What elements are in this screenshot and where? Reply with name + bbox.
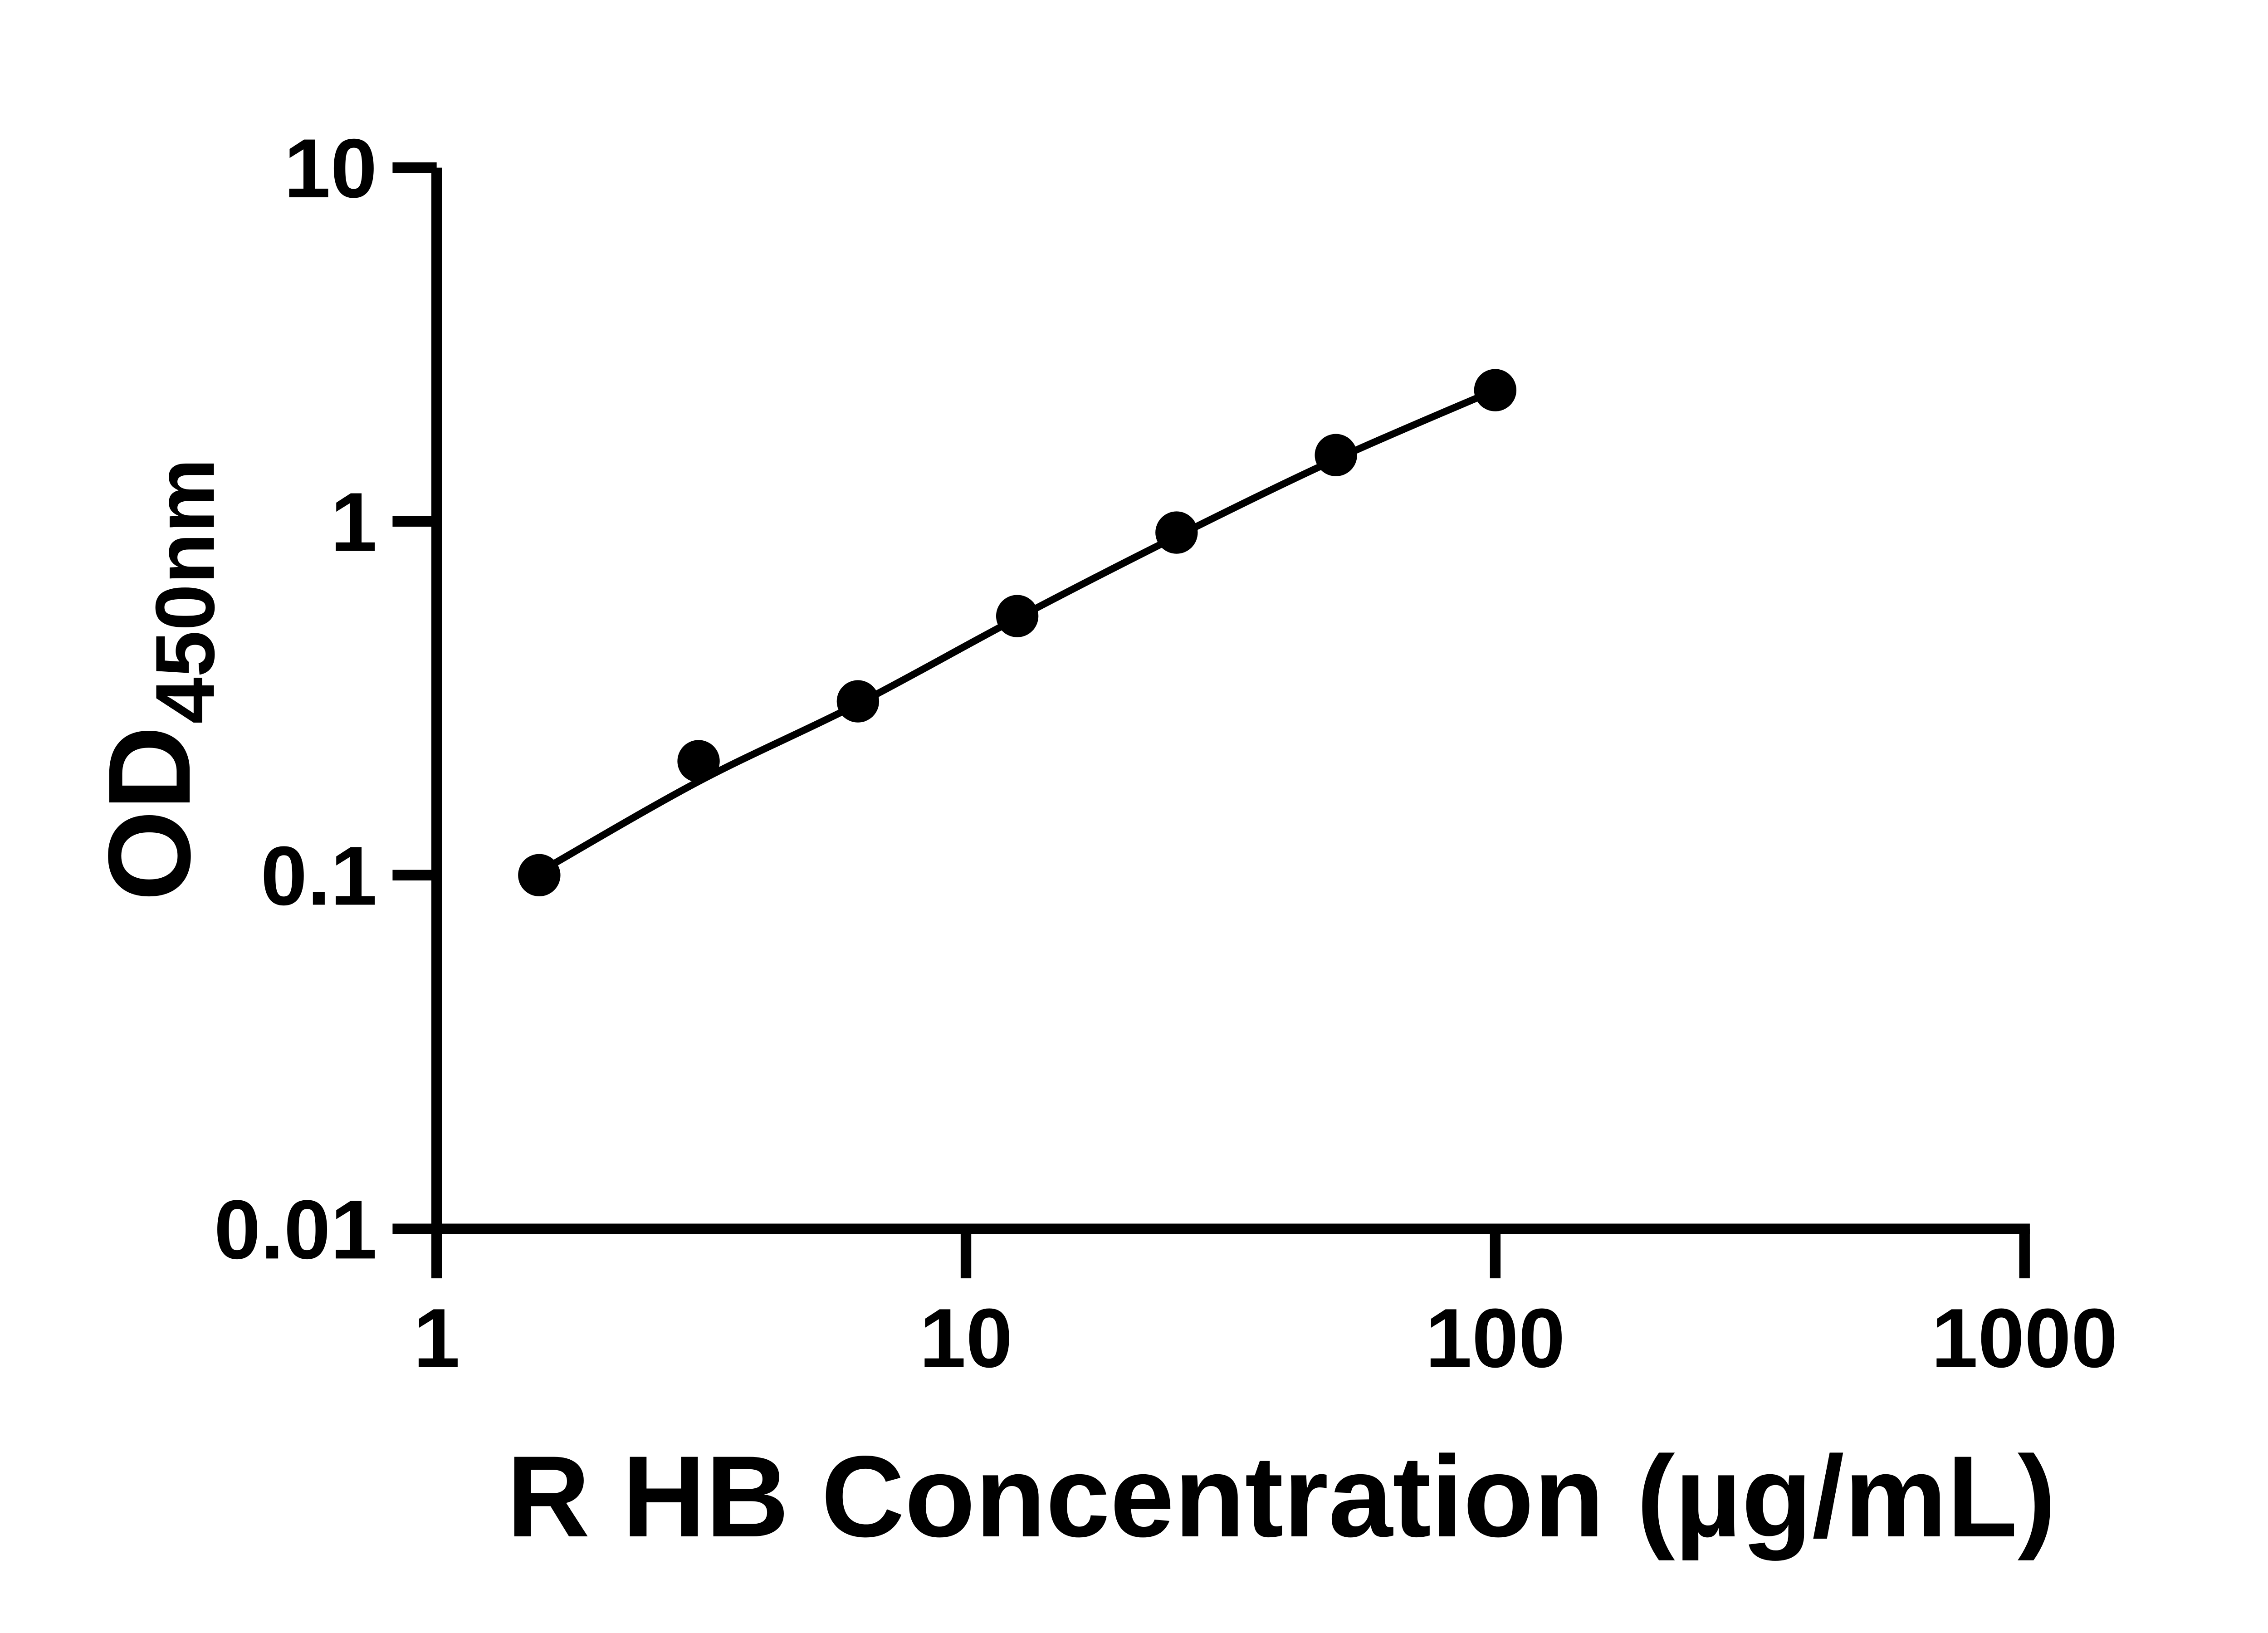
- x-tick-label: 10: [919, 1292, 1013, 1385]
- y-axis-tick-labels: 10 1 0.1 0.01: [214, 122, 377, 1277]
- data-point-marker: [677, 740, 720, 782]
- y-axis-title-main: OD: [84, 726, 215, 901]
- y-axis-title: OD 450nm: [84, 458, 232, 901]
- x-tick-label: 1: [413, 1292, 460, 1385]
- x-tick-label: 1000: [1931, 1292, 2118, 1385]
- data-point-marker: [1155, 511, 1198, 554]
- y-tick-label: 1: [331, 476, 377, 569]
- x-axis-ticks: [431, 1229, 2030, 1279]
- data-point-marker: [1474, 369, 1517, 411]
- y-axis-title-subscript: 450nm: [139, 458, 232, 724]
- data-point-marker: [996, 595, 1039, 637]
- data-point-markers: [518, 369, 1517, 897]
- y-axis-ticks: [392, 162, 437, 1234]
- y-tick-label: 0.01: [214, 1183, 377, 1276]
- x-axis-title: R HB Concentration (µg/mL): [507, 1432, 2056, 1561]
- data-point-marker: [518, 854, 561, 897]
- y-tick-label: 10: [284, 122, 377, 215]
- y-tick-label: 0.1: [261, 829, 377, 923]
- data-point-marker: [1315, 434, 1357, 476]
- axes: [431, 167, 2030, 1234]
- data-point-marker: [836, 680, 880, 723]
- x-tick-label: 100: [1425, 1292, 1565, 1385]
- x-axis-tick-labels: 1 10 100 1000: [413, 1292, 2117, 1385]
